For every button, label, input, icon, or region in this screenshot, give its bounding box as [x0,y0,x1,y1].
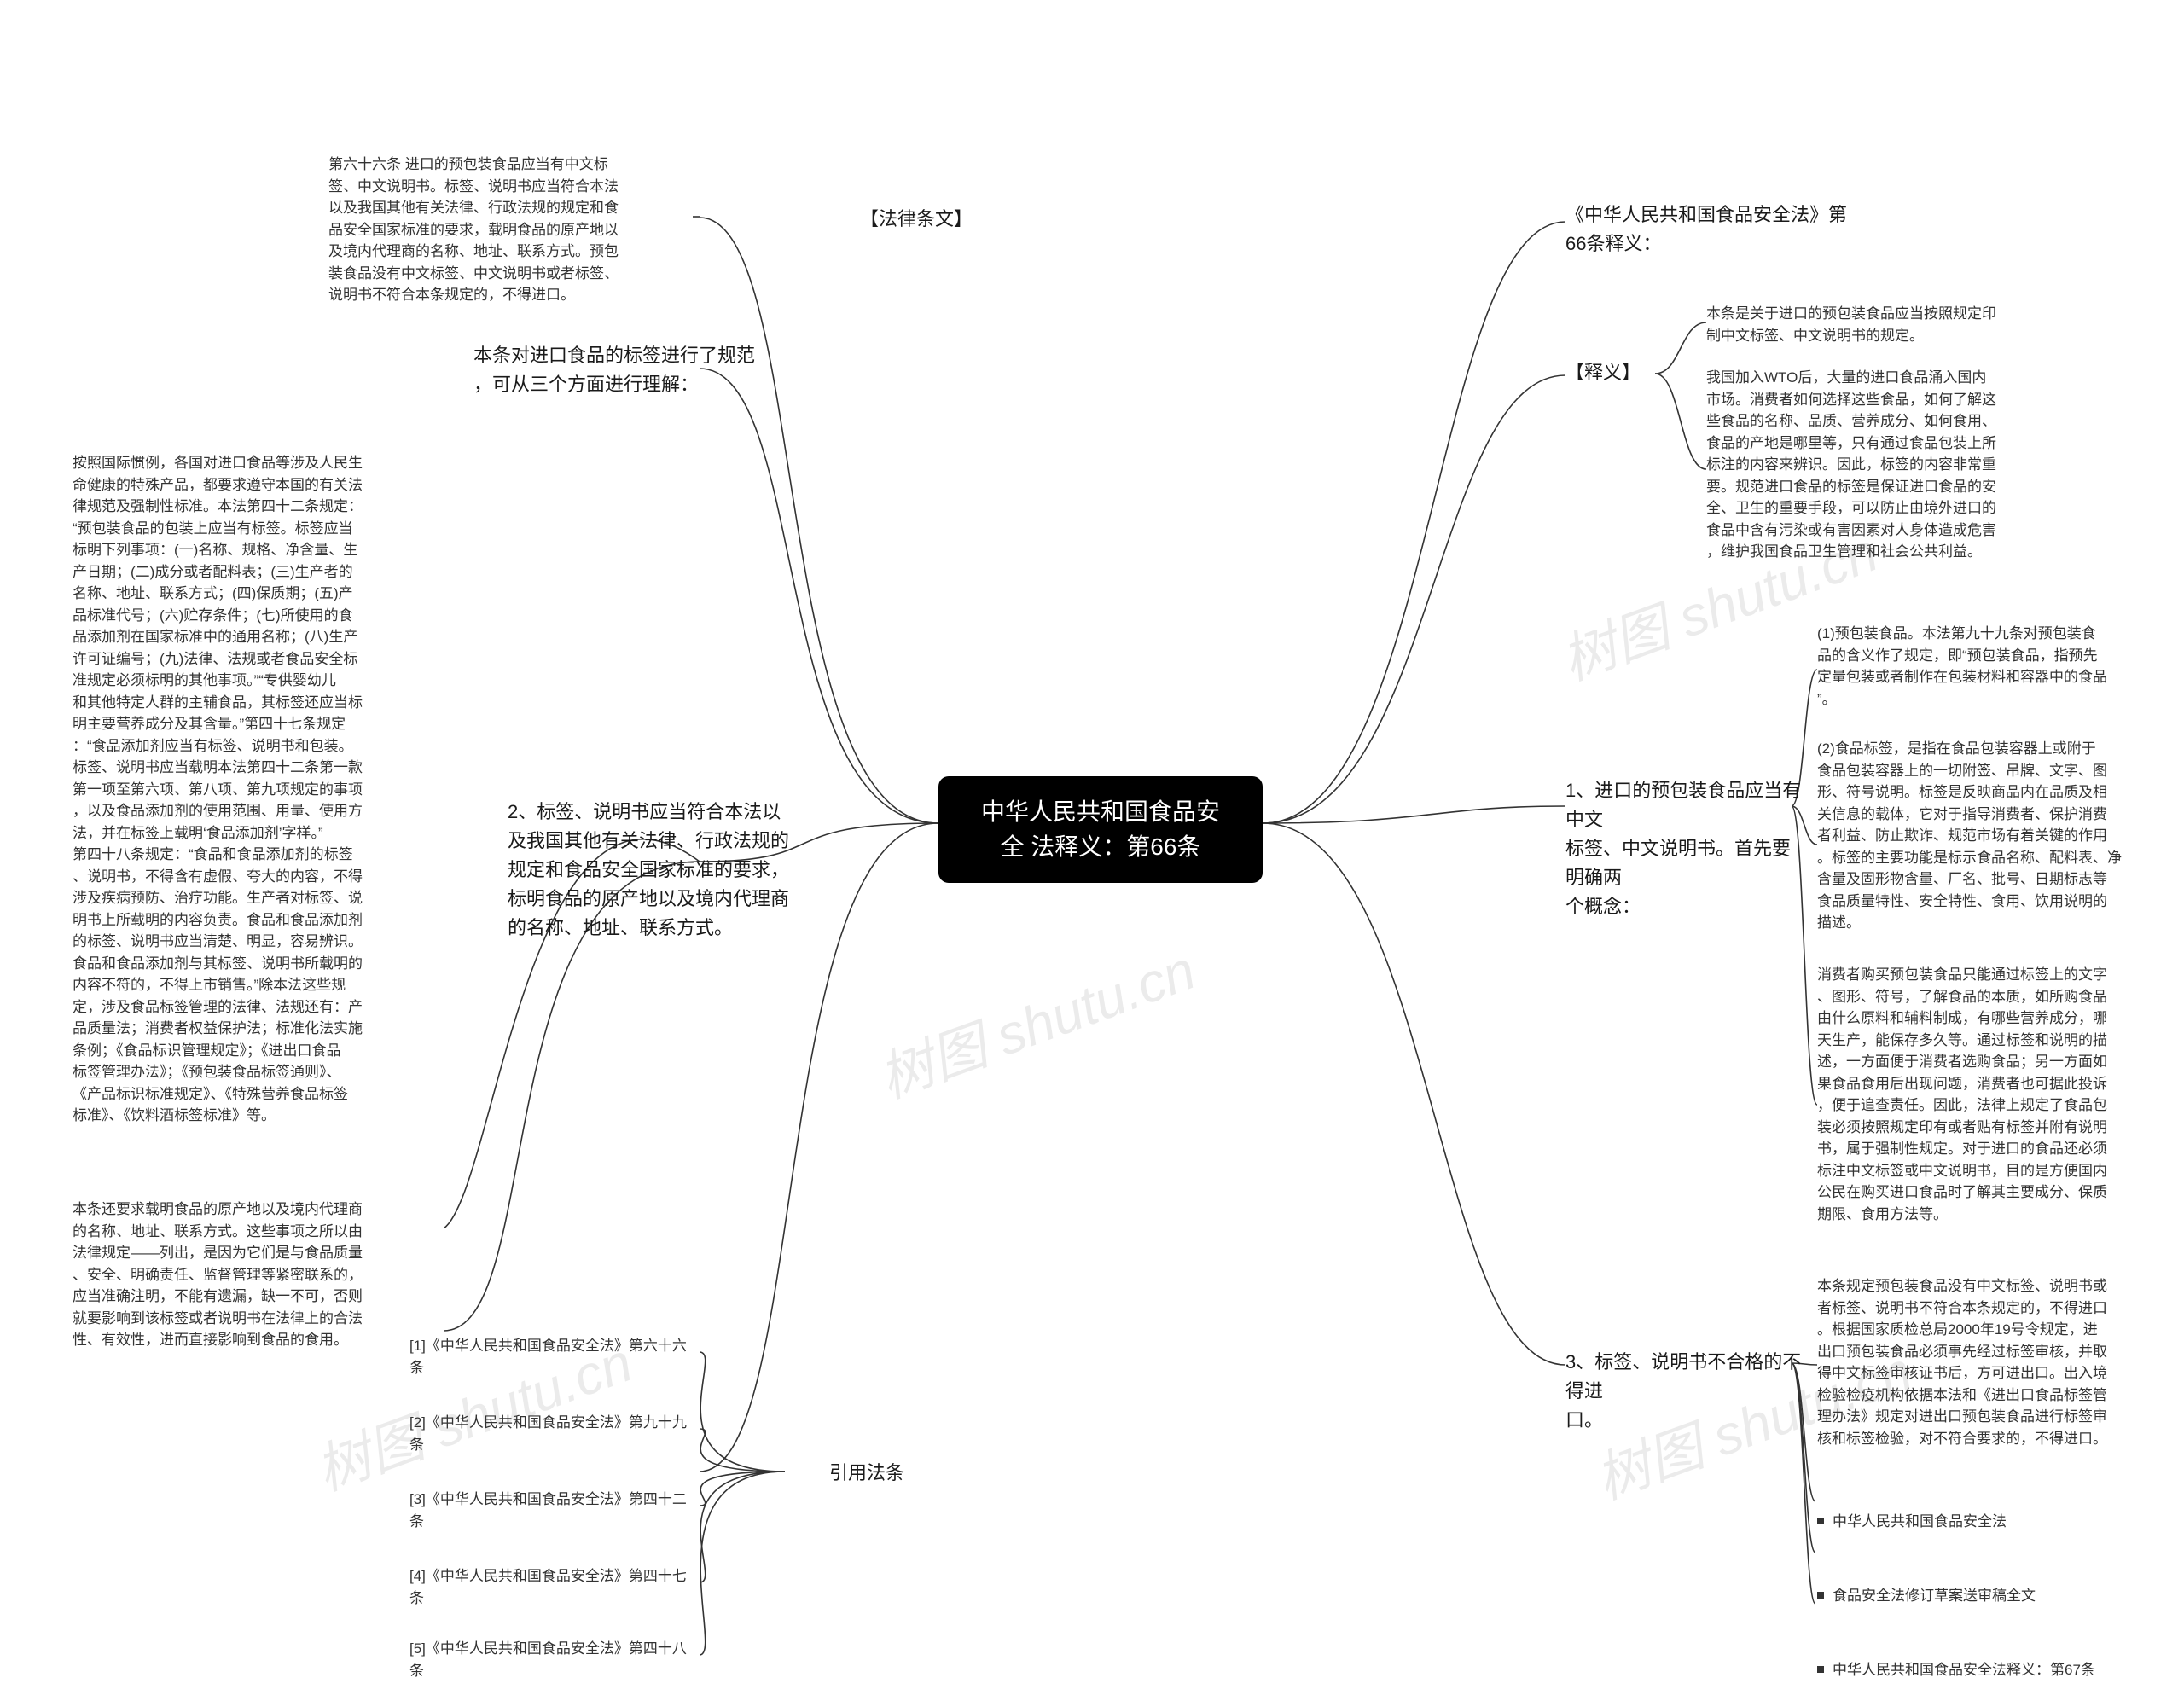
leaf-r3-a: (1)预包装食品。本法第九十九条对预包装食 品的含义作了规定，即“预包装食品，指… [1817,623,2158,710]
branch-l3-label: 2、标签、说明书应当符合本法以 及我国其他有关法律、行政法规的 规定和食品安全国… [508,798,883,943]
bullet-item: 中华人民共和国食品安全法释义：第67条 [1817,1659,2158,1681]
leaf-r4-bullets: 中华人民共和国食品安全法 食品安全法修订草案送审稿全文 中华人民共和国食品安全法… [1817,1489,2158,1695]
branch-r4-noimport: 3、标签、说明书不合格的不得进 口。 [1565,1348,1804,1435]
center-node: 中华人民共和国食品安全 法释义：第66条 [938,776,1263,883]
bullet-item: 食品安全法修订草案送审稿全文 [1817,1585,2158,1607]
branch-r3-concept: 1、进口的预包装食品应当有中文 标签、中文说明书。首先要明确两 个概念： [1565,776,1804,921]
leaf-l1-a: 第六十六条 进口的预包装食品应当有中文标 签、中文说明书。标签、说明书应当符合本… [328,154,687,306]
leaf-r4-a: 本条规定预包装食品没有中文标签、说明书或 者标签、说明书不符合本条规定的，不得进… [1817,1275,2158,1449]
leaf-l4-3: [3]《中华人民共和国食品安全法》第四十二 条 [410,1489,751,1532]
leaf-r2-b: 我国加入WTO后，大量的进口食品涌入国内 市场。消费者如何选择这些食品，如何了解… [1706,367,2073,563]
bullet-item: 中华人民共和国食品安全法 [1817,1511,2158,1533]
branch-r2-shiyi: 【释义】 [1565,358,1668,387]
branch-r1-title66: 《中华人民共和国食品安全法》第 66条释义： [1565,200,1932,258]
leaf-l4-5: [5]《中华人民共和国食品安全法》第四十八 条 [410,1638,751,1681]
branch-l2-three: 本条对进口食品的标签进行了规范 ，可从三个方面进行理解： [473,341,849,399]
leaf-l3-b: 本条还要求载明食品的原产地以及境内代理商 的名称、地址、联系方式。这些事项之所以… [73,1199,439,1351]
leaf-r3-c: 消费者购买预包装食品只能通过标签上的文字 、图形、符号，了解食品的本质，如所购食… [1817,964,2158,1225]
branch-l1-law: 【法律条文】 [819,205,973,234]
leaf-r3-b: (2)食品标签，是指在食品包装容器上或附于 食品包装容器上的一切附签、吊牌、文字… [1817,738,2158,934]
leaf-l4-4: [4]《中华人民共和国食品安全法》第四十七 条 [410,1565,751,1609]
branch-l4-ref: 引用法条 [785,1459,904,1488]
leaf-r2-a: 本条是关于进口的预包装食品应当按照规定印 制中文标签、中文说明书的规定。 [1706,303,2073,346]
watermark: 树图 shutu.cn [867,926,1205,1113]
leaf-l3-a: 按照国际惯例，各国对进口食品等涉及人民生 命健康的特殊产品，都要求遵守本国的有关… [73,452,439,1127]
leaf-l4-1: [1]《中华人民共和国食品安全法》第六十六 条 [410,1335,751,1379]
leaf-l4-2: [2]《中华人民共和国食品安全法》第九十九 条 [410,1412,751,1455]
